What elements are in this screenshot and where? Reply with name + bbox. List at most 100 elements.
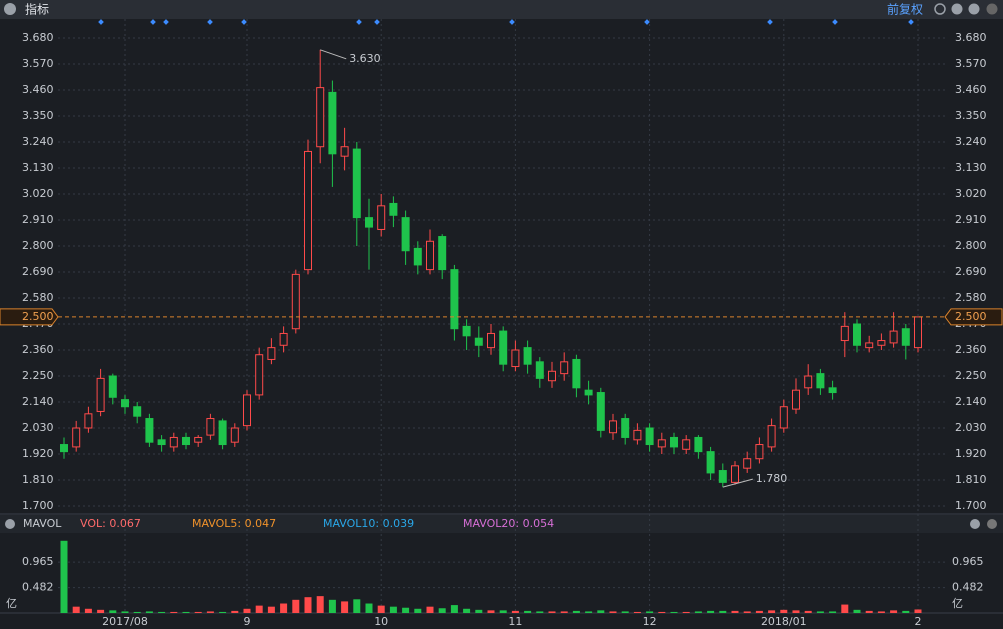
- volume-bar: [206, 611, 214, 613]
- volume-bar: [646, 611, 654, 613]
- candle-body: [816, 373, 825, 389]
- event-marker[interactable]: [241, 19, 247, 25]
- candle-body: [365, 217, 373, 228]
- volume-bar: [865, 610, 873, 613]
- candle-body: [413, 247, 422, 266]
- event-marker[interactable]: [98, 19, 104, 25]
- candle-body: [840, 325, 849, 342]
- candle-body: [218, 420, 227, 446]
- close-icon[interactable]: [970, 519, 980, 529]
- event-marker[interactable]: [767, 19, 773, 25]
- candle-body: [438, 236, 447, 271]
- candle-body: [462, 325, 471, 337]
- volume-bar: [145, 611, 153, 613]
- event-marker[interactable]: [374, 19, 380, 25]
- last-price-label: 2.500: [955, 310, 987, 323]
- legend-entry: VOL: 0.067: [80, 517, 141, 530]
- candle-body: [596, 392, 605, 431]
- volume-bar: [280, 603, 288, 613]
- volume-bar: [829, 611, 837, 613]
- volume-bar: [560, 611, 568, 613]
- y-tick-label: 3.020: [955, 187, 987, 200]
- volume-bar: [389, 606, 397, 613]
- candle-body: [401, 217, 410, 252]
- event-marker[interactable]: [908, 19, 914, 25]
- volume-bar: [768, 610, 776, 613]
- settings-icon[interactable]: [987, 519, 997, 529]
- volume-bar: [438, 608, 446, 613]
- volume-bar: [694, 611, 702, 613]
- volume-bar: [365, 603, 373, 613]
- volume-bar: [670, 611, 678, 613]
- event-marker[interactable]: [207, 19, 213, 25]
- y-tick-label: 0.965: [952, 555, 984, 568]
- candle-body: [145, 418, 154, 443]
- last-price-box: [0, 308, 59, 326]
- volume-bar: [499, 610, 507, 613]
- x-tick-label: 2017/08: [102, 615, 148, 628]
- x-tick-label: 10: [374, 615, 388, 628]
- y-tick-label: 3.570: [955, 57, 987, 70]
- candle-body: [499, 330, 508, 365]
- y-tick-label: 2.360: [955, 343, 987, 356]
- volume-bar: [316, 596, 324, 613]
- volume-bar: [84, 608, 92, 613]
- zoom-in-icon[interactable]: [951, 3, 963, 15]
- candle-body: [548, 370, 556, 382]
- adjust-button[interactable]: 前复权: [887, 2, 923, 17]
- candle-body: [194, 436, 203, 443]
- candle-body: [450, 269, 459, 330]
- event-marker[interactable]: [644, 19, 650, 25]
- candle-body: [352, 148, 361, 219]
- volume-bar: [243, 608, 251, 613]
- candle-body: [670, 436, 678, 448]
- toolbar: [0, 0, 1003, 19]
- candle-body: [230, 427, 239, 443]
- event-marker[interactable]: [150, 19, 156, 25]
- y-tick-label: 2.910: [22, 213, 54, 226]
- event-marker[interactable]: [509, 19, 515, 25]
- y-tick-label: 2.140: [22, 395, 54, 408]
- candle-body: [304, 150, 312, 271]
- volume-bar: [877, 611, 885, 613]
- y-tick-label: 1.810: [22, 473, 54, 486]
- candle-body: [169, 436, 178, 448]
- candle-body: [291, 273, 300, 330]
- volume-bar: [792, 610, 800, 613]
- volume-bar: [853, 609, 861, 613]
- zoom-out-icon[interactable]: [968, 3, 980, 15]
- volume-bar: [524, 610, 532, 613]
- candle-body: [487, 332, 495, 349]
- event-marker[interactable]: [163, 19, 169, 25]
- settings-icon[interactable]: [986, 3, 998, 15]
- y-tick-label: 2.030: [22, 421, 54, 434]
- volume-bar: [902, 610, 910, 613]
- volume-bar: [597, 610, 605, 613]
- event-marker[interactable]: [832, 19, 838, 25]
- candle-body: [267, 347, 276, 360]
- undo-icon[interactable]: [934, 3, 946, 15]
- y-tick-label: 0.965: [22, 555, 54, 568]
- event-marker[interactable]: [356, 19, 362, 25]
- y-tick-label: 1.920: [22, 447, 54, 460]
- candle-body: [743, 458, 752, 469]
- legend-entry: MAVOL10: 0.039: [323, 517, 414, 530]
- toggle-icon[interactable]: [5, 519, 15, 529]
- candle-body: [255, 354, 264, 396]
- y-tick-label: 2.800: [22, 239, 54, 252]
- candle-body: [718, 470, 727, 483]
- candle-body: [377, 205, 386, 230]
- y-tick-label: 3.460: [955, 83, 987, 96]
- candle-body: [645, 427, 654, 446]
- y-tick-label: 2.690: [22, 265, 54, 278]
- candle-body: [72, 427, 81, 448]
- candle-body: [889, 330, 898, 344]
- toggle-icon[interactable]: [4, 3, 16, 15]
- y-tick-label: 2.690: [955, 265, 987, 278]
- event-markers: [98, 19, 914, 25]
- volume-bar: [426, 606, 434, 613]
- x-tick-label: 11: [508, 615, 522, 628]
- volume-bar: [182, 611, 190, 613]
- candle-body: [96, 377, 105, 412]
- candle-body: [755, 444, 764, 460]
